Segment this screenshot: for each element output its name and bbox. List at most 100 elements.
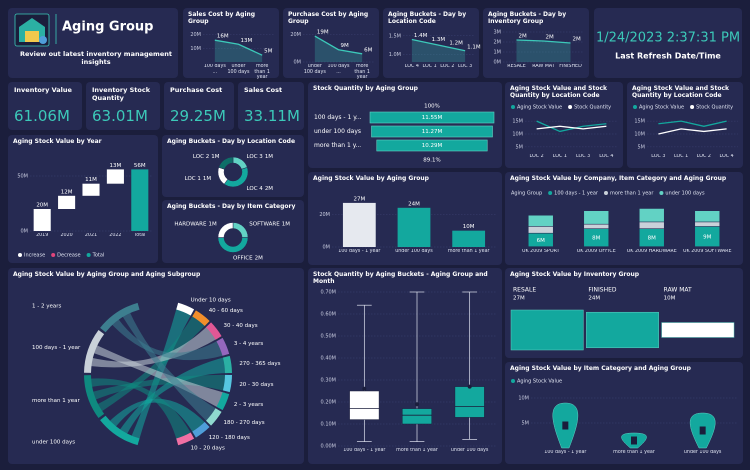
x-tick-label: more than 1 year: [447, 249, 490, 254]
bar: [342, 202, 376, 247]
x-tick-label-box: LOC 4: [720, 154, 734, 159]
legend-label: Aging Group: [511, 191, 542, 197]
x-tick-label: LOC 3: [458, 64, 473, 69]
chart-title-box: Aging Stock Value by Item Category and A…: [510, 365, 691, 372]
panel: [162, 135, 304, 197]
legend-swatch: [603, 191, 608, 195]
slice-category: HARDWARE: [174, 221, 207, 227]
subgroup-arc: [216, 337, 230, 356]
stacked-segment: [584, 229, 609, 247]
data-label: 1.3M: [432, 37, 446, 43]
x-tick-label: under 100 days: [683, 450, 722, 455]
x-tick-label-box: LOC 1: [423, 64, 437, 69]
stacked-segment: [584, 211, 609, 224]
waterfall-bar: [82, 183, 100, 196]
data-label: 5M: [264, 49, 272, 55]
data-label: 20M: [36, 203, 48, 209]
kpi-value: 63.01M: [92, 107, 148, 125]
category-label: RESALE: [513, 287, 536, 294]
chart-title-box: Purchase Cost by Aging Group: [288, 11, 368, 25]
x-tick-label-box: LOC 1: [674, 154, 688, 159]
y-tick-label: 0.60M: [321, 312, 336, 318]
y-tick-label: 0.30M: [321, 378, 336, 384]
x-tick-label-box: LOC 3: [576, 154, 590, 159]
x-tick-label-box: LOC 1: [553, 154, 567, 159]
data-label: 9M: [703, 234, 711, 240]
subgroup-arc: [206, 408, 222, 426]
slice-label: LOC 4 2M: [247, 186, 274, 192]
data-label: 6M: [537, 238, 545, 244]
legend-label: Stock Quantity: [696, 105, 733, 111]
panel: [308, 268, 502, 464]
data-label: 1.1M: [467, 44, 481, 50]
waterfall-bar: [33, 209, 51, 231]
stacked-segment: [528, 233, 553, 247]
x-tick-label-box: more than 1 year: [613, 450, 655, 455]
funnel-bar: [376, 139, 488, 152]
legend-label: Decrease: [57, 253, 80, 259]
group-arc: [100, 302, 140, 333]
waterfall-bar: [131, 169, 149, 231]
chart-title: Aging Stock Value by Company, Item Categ…: [510, 175, 727, 182]
kpi-label: Inventory Value: [14, 86, 72, 94]
panel: [162, 200, 304, 263]
y-tick-label: 3M: [494, 30, 502, 36]
line: [516, 39, 571, 44]
chart-title: Aging Buckets - Day by Location Code: [167, 138, 296, 145]
subgroup-label: 3 - 4 years: [234, 341, 263, 347]
y-tick-label: 0M: [294, 60, 302, 66]
subgroup-label: Under 10 days: [191, 298, 231, 304]
slice-label: OFFICE 2M: [233, 255, 263, 261]
x-tick-label-box: LOC 2: [697, 154, 711, 159]
x-tick-label-box: more than 1 year: [354, 64, 369, 80]
y-tick-label: 1.0M: [389, 52, 401, 58]
subgroup-label: 180 - 270 days: [223, 420, 264, 426]
x-tick-label-box: under 100 days: [227, 64, 249, 75]
x-tick-label-box: LOC 3: [651, 154, 665, 159]
x-tick-label-box: LOC 2: [530, 154, 544, 159]
data-label: 24M: [408, 201, 420, 207]
kpi-card: Purchase Cost 29.25M: [164, 82, 234, 130]
x-tick-label: LOC 2: [440, 64, 455, 69]
x-tick-label-box: more than 1 year: [254, 64, 269, 80]
data-label: 27M: [513, 296, 525, 302]
subgroup-label: 2 - 3 years: [234, 402, 263, 408]
slice-label: LOC 1 1M: [185, 176, 212, 182]
chart-title-box: Aging Stock Value by Year: [13, 138, 102, 145]
x-tick-label: 100 days ...: [327, 64, 350, 75]
x-tick-label: 2019: [36, 233, 49, 238]
mean: [415, 402, 419, 407]
stacked-segment: [695, 222, 720, 227]
data-label: 1.4M: [414, 33, 428, 39]
subgroup-arc: [176, 302, 195, 316]
legend-label: under 100 days: [665, 191, 705, 197]
kpi-card: Sales Cost 33.11M: [238, 82, 304, 130]
line: [411, 38, 466, 52]
y-tick-label: 50M: [17, 174, 28, 180]
legend-swatch: [548, 191, 553, 195]
data-label: 13M: [241, 38, 253, 44]
x-tick-label-box: RAW MAT: [532, 64, 554, 69]
subgroup-label: 120 - 180 days: [209, 435, 250, 441]
data-label: 6M: [364, 47, 372, 53]
line: [536, 120, 607, 133]
data-label: 13M: [110, 163, 122, 169]
chart-title: Stock Quantity by Aging Group: [313, 85, 418, 92]
refresh-panel: [594, 8, 742, 78]
bottom-label: 89.1%: [423, 158, 440, 164]
chart-title-box: Stock Quantity by Aging Buckets - Aging …: [313, 271, 488, 285]
y-tick-label: 0.70M: [321, 290, 336, 296]
chart-title-box: Sales Cost by Aging Group: [188, 11, 255, 25]
kpi-label: Purchase Cost: [170, 86, 223, 94]
subgroup-arc: [206, 322, 222, 340]
x-tick-label: under 100 days: [395, 249, 433, 254]
legend-label: Stock Quantity: [574, 105, 611, 111]
x-tick-label: LOC 4: [404, 64, 419, 69]
x-tick-label-box: LOC 4: [599, 154, 613, 159]
legend-swatch: [659, 191, 664, 195]
subgroup-arc: [192, 422, 210, 438]
subgroup-arc: [192, 310, 210, 326]
line: [658, 128, 727, 135]
panel: [627, 82, 743, 168]
data-label: 12M: [61, 189, 73, 195]
